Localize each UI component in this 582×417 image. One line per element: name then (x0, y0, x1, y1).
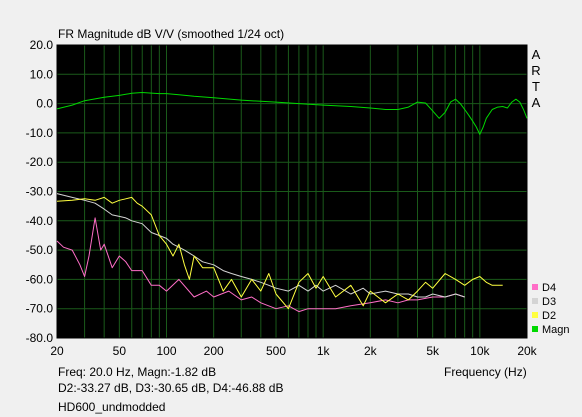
x-tick-label: 2k (364, 344, 378, 358)
y-tick-label: 10.0 (30, 67, 54, 81)
x-tick-label: 50 (113, 344, 127, 358)
legend-label-d3: D3 (542, 296, 556, 308)
series-line-magn (56, 92, 528, 135)
legend-swatch-d2 (532, 312, 538, 318)
x-tick-label: 20 (50, 344, 64, 358)
series-line-d4 (56, 217, 465, 313)
y-tick-label: -20.0 (26, 155, 54, 169)
x-tick-label: 100 (156, 344, 176, 358)
y-tick-label: -70.0 (26, 302, 54, 316)
legend-label-d4: D4 (542, 282, 556, 294)
y-tick-label: -10.0 (26, 126, 54, 140)
x-tick-label: 5k (426, 344, 440, 358)
cursor-readout-line1: Freq: 20.0 Hz, Magn:-1.82 dB (58, 365, 217, 379)
y-tick-label: -60.0 (26, 272, 54, 286)
legend-swatch-d3 (532, 298, 538, 304)
y-tick-label: 20.0 (30, 38, 54, 52)
x-tick-label: 500 (266, 344, 286, 358)
watermark-letter-a2: A (531, 95, 541, 110)
y-tick-label: -80.0 (26, 331, 54, 345)
measurement-caption: HD600_undmodded (58, 400, 166, 414)
x-tick-label: 20k (517, 344, 537, 358)
x-tick-label: 10k (470, 344, 490, 358)
watermark-letter-r: R (531, 63, 541, 78)
series-line-d3 (56, 193, 465, 298)
x-tick-label: 200 (204, 344, 224, 358)
arta-watermark: A R T A (529, 47, 543, 111)
y-tick-label: -40.0 (26, 214, 54, 228)
series-line-d2 (56, 196, 503, 310)
plot-border (56, 44, 528, 339)
legend-swatch-d4 (532, 284, 538, 290)
y-tick-label: -50.0 (26, 243, 54, 257)
legend-label-d2: D2 (542, 310, 556, 322)
chart-title: FR Magnitude dB V/V (smoothed 1/24 oct) (58, 27, 285, 41)
cursor-readout-line2: D2:-33.27 dB, D3:-30.65 dB, D4:-46.88 dB (58, 381, 284, 395)
watermark-letter-t: T (532, 79, 540, 94)
x-axis-label: Frequency (Hz) (444, 365, 527, 379)
y-tick-label: 0.0 (36, 97, 53, 111)
y-tick-label: -30.0 (26, 185, 54, 199)
legend-label-magn: Magn (542, 324, 570, 336)
x-tick-label: 1k (317, 344, 331, 358)
watermark-letter-a1: A (531, 47, 541, 62)
legend-swatch-magn (532, 326, 538, 332)
